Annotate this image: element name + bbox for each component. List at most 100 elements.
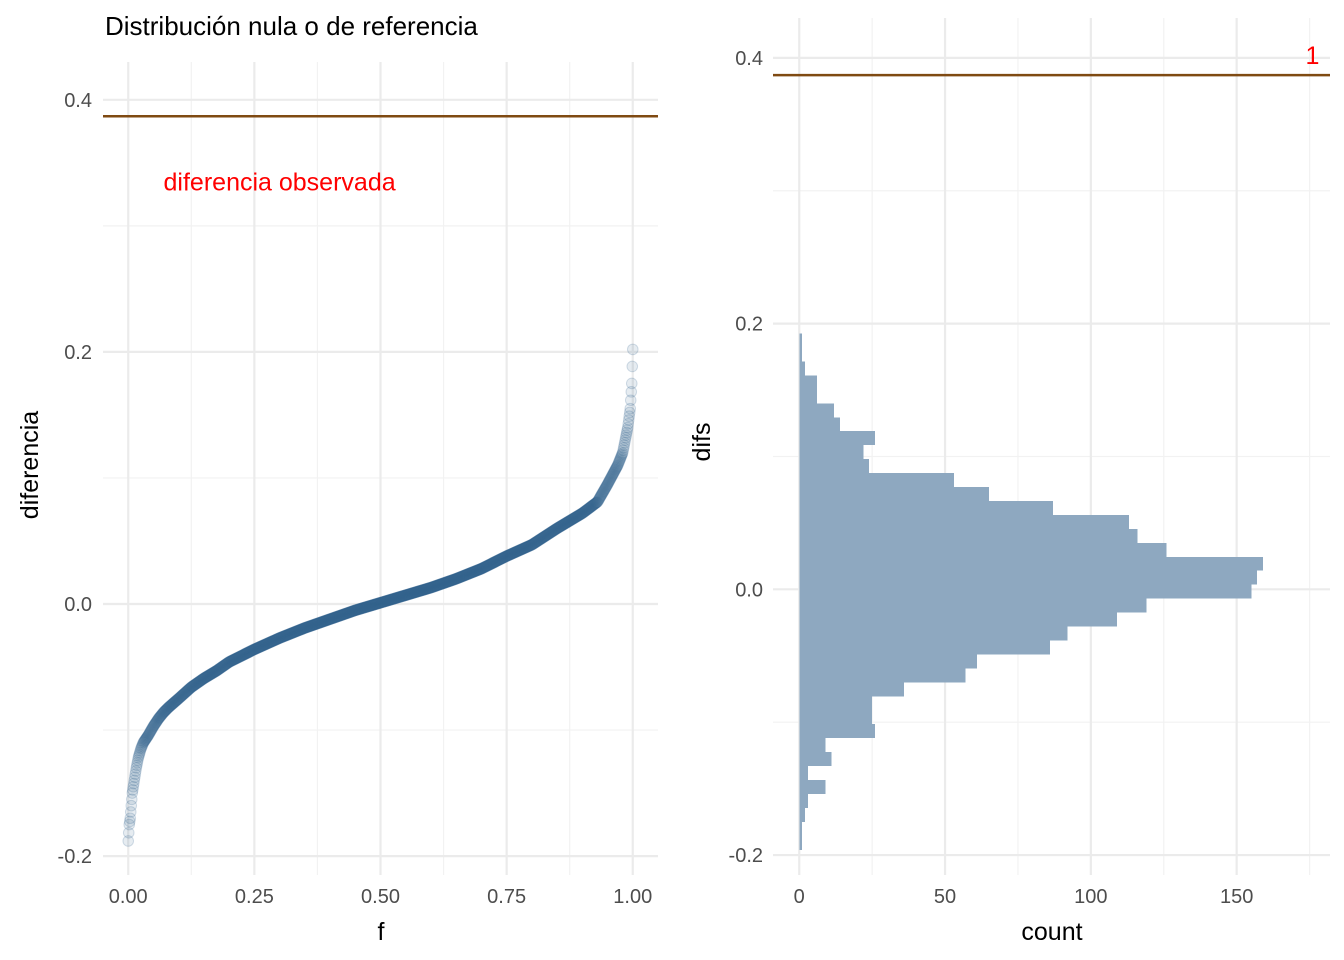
left-point — [292, 624, 305, 637]
left-point — [370, 598, 383, 610]
left-point — [566, 513, 578, 526]
left-point — [361, 600, 374, 613]
left-point — [171, 693, 184, 706]
left-point — [368, 598, 380, 611]
left-point — [392, 591, 405, 604]
left-point — [468, 565, 481, 578]
left-point — [338, 608, 350, 621]
left-point — [518, 542, 531, 554]
left-point — [328, 611, 341, 624]
left-point — [531, 535, 544, 548]
left-point — [617, 441, 630, 454]
left-point — [610, 461, 623, 474]
left-point — [387, 593, 399, 605]
left-point — [339, 607, 352, 620]
left-point — [278, 630, 291, 642]
left-point — [201, 670, 213, 683]
left-point — [354, 602, 367, 615]
left-point — [299, 621, 312, 634]
histogram-bar — [799, 696, 873, 711]
left-point — [131, 759, 143, 772]
histogram-bar — [799, 500, 1053, 515]
left-point — [282, 628, 294, 641]
left-point — [133, 750, 145, 762]
left-point — [275, 631, 288, 643]
left-point — [397, 590, 409, 602]
left-point — [195, 674, 207, 687]
left-point — [152, 713, 164, 726]
left-point — [156, 708, 168, 721]
left-point — [530, 536, 542, 549]
left-point — [547, 524, 560, 537]
left-point — [153, 711, 166, 724]
left-point — [272, 632, 285, 645]
left-point — [504, 548, 516, 561]
left-point — [130, 762, 143, 774]
left-point — [378, 595, 391, 608]
left-point — [259, 638, 271, 651]
left-point — [228, 653, 241, 666]
left-point — [611, 460, 623, 473]
left-point — [213, 662, 226, 675]
left-point — [187, 680, 199, 692]
left-point — [382, 594, 395, 607]
left-point — [253, 641, 266, 653]
left-point — [377, 596, 390, 608]
left-point — [180, 686, 192, 698]
left-point — [166, 697, 179, 710]
left-point — [293, 624, 306, 636]
left-point — [395, 590, 407, 603]
left-point — [571, 510, 584, 522]
left-point — [344, 606, 357, 618]
left-point — [587, 499, 600, 511]
left-point — [536, 532, 549, 544]
left-point — [229, 653, 242, 665]
right-y-axis-title: difs — [688, 423, 716, 462]
left-point — [401, 588, 413, 601]
left-point — [169, 695, 182, 707]
left-point — [523, 539, 536, 552]
left-point — [502, 549, 514, 562]
left-point — [202, 669, 215, 682]
left-point — [448, 573, 460, 586]
left-y-tick-label: 0.2 — [64, 342, 92, 364]
left-point — [546, 525, 558, 538]
left-point — [402, 588, 415, 601]
left-point — [567, 512, 580, 525]
left-point — [488, 556, 501, 569]
left-point — [446, 574, 459, 586]
left-point — [367, 598, 380, 611]
left-x-tick-label: 0.25 — [235, 886, 274, 908]
left-point — [257, 639, 270, 652]
left-point — [266, 635, 279, 647]
left-point — [540, 529, 553, 542]
histogram-bar — [799, 389, 817, 404]
left-point — [537, 531, 549, 544]
left-point — [210, 664, 223, 677]
left-point — [317, 615, 329, 628]
left-point — [172, 692, 185, 705]
left-point — [425, 581, 438, 594]
left-point — [625, 386, 638, 398]
left-point — [550, 522, 563, 535]
left-point — [231, 652, 243, 664]
left-point — [283, 628, 295, 641]
left-point — [495, 552, 508, 565]
left-point — [456, 570, 469, 583]
left-point — [259, 638, 272, 651]
left-point — [538, 531, 550, 543]
left-point — [133, 748, 146, 761]
histogram-bar — [799, 780, 826, 794]
left-point — [466, 566, 479, 579]
left-point — [384, 593, 397, 606]
left-point — [198, 672, 211, 684]
left-point — [450, 572, 463, 585]
histogram-bar — [799, 431, 876, 446]
left-point — [520, 541, 533, 554]
left-point — [573, 509, 586, 521]
left-point — [573, 508, 586, 521]
left-point — [614, 453, 626, 465]
left-point — [206, 667, 218, 680]
left-point — [309, 618, 321, 631]
left-point — [509, 546, 522, 558]
